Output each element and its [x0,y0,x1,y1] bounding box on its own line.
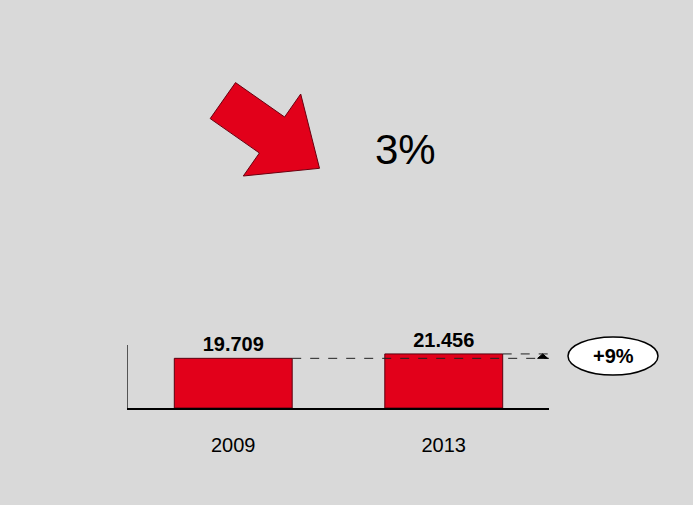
svg-text:21.456: 21.456 [413,329,474,351]
svg-text:+9%: +9% [593,345,634,367]
svg-text:3%: 3% [375,126,436,173]
svg-text:2013: 2013 [422,434,467,456]
svg-text:2009: 2009 [211,434,256,456]
svg-text:19.709: 19.709 [203,333,264,355]
